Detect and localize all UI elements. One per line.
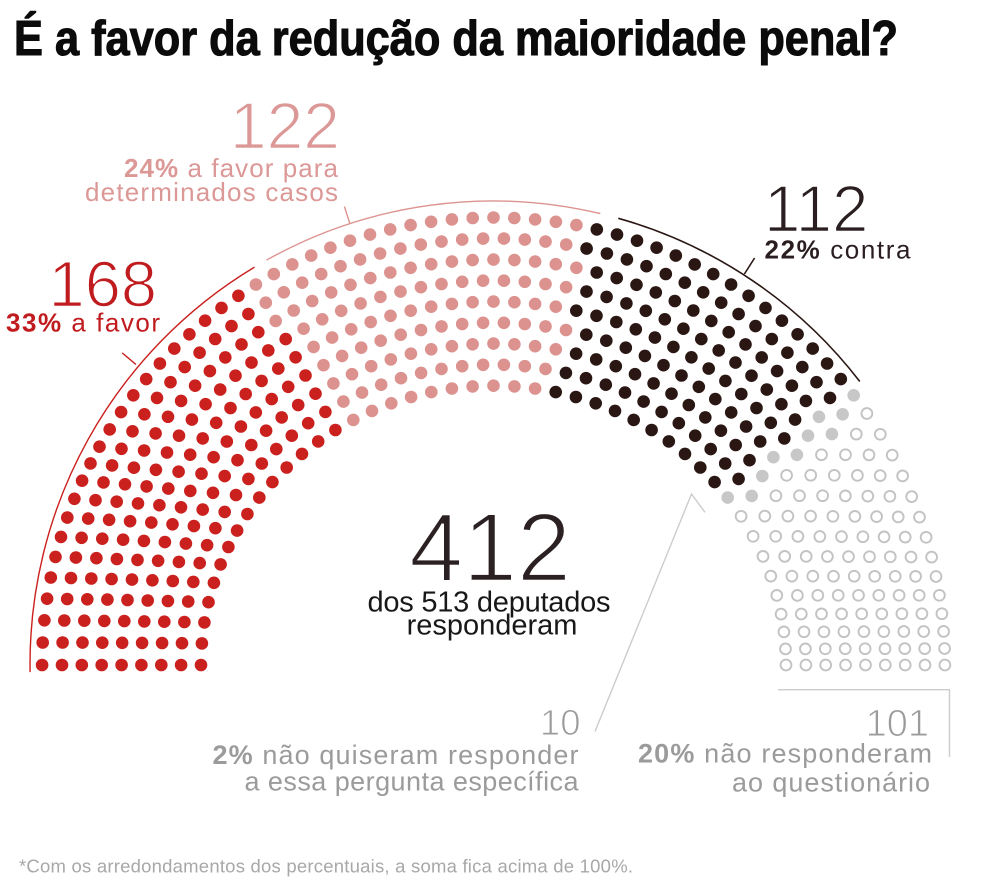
svg-text:determinados casos: determinados casos: [85, 177, 338, 207]
svg-text:É a favor da redução da maiori: É a favor da redução da maioridade penal…: [14, 12, 898, 66]
svg-text:dos 513 deputados: dos 513 deputados: [368, 587, 611, 619]
svg-text:168: 168: [49, 248, 157, 321]
svg-text:20% não responderam: 20% não responderam: [638, 739, 932, 769]
svg-text:101: 101: [866, 703, 929, 745]
svg-text:a essa pergunta específica: a essa pergunta específica: [245, 767, 580, 797]
svg-text:10: 10: [540, 702, 581, 743]
svg-text:24% a favor para: 24% a favor para: [124, 153, 339, 183]
svg-text:33% a favor: 33% a favor: [6, 308, 160, 338]
svg-text:responderam: responderam: [407, 610, 578, 642]
svg-text:122: 122: [230, 89, 340, 163]
svg-text:*Com os arredondamentos dos pe: *Com os arredondamentos dos percentuais,…: [19, 856, 633, 877]
svg-text:412: 412: [409, 493, 571, 602]
svg-text:ao questionário: ao questionário: [732, 768, 930, 798]
svg-text:112: 112: [764, 173, 868, 246]
svg-text:22% contra: 22% contra: [765, 235, 912, 265]
svg-text:2% não quiseram responder: 2% não quiseram responder: [213, 740, 579, 770]
